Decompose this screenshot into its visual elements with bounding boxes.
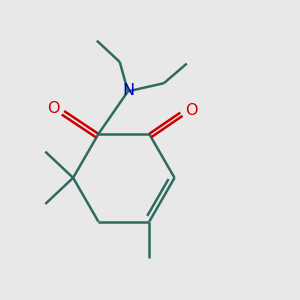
Text: O: O: [185, 103, 198, 118]
Text: O: O: [47, 101, 60, 116]
Text: N: N: [122, 83, 135, 98]
